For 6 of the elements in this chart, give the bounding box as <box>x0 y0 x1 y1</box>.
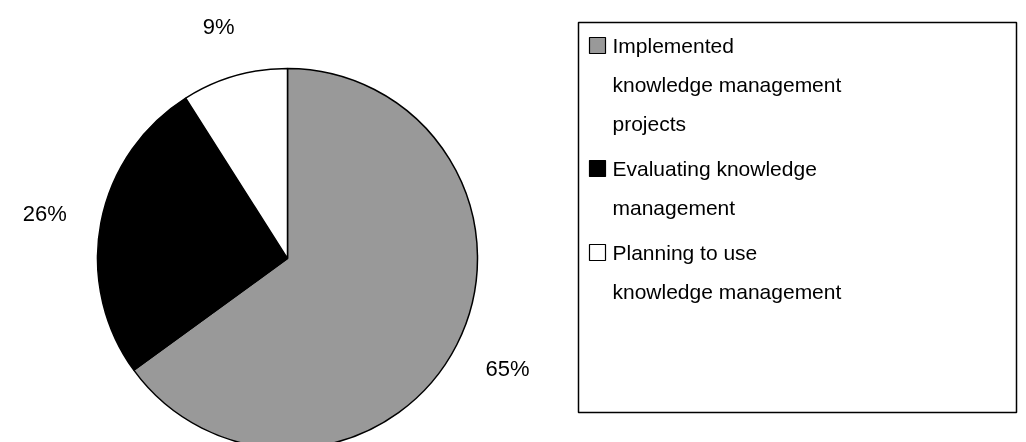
legend-label: Implemented knowledge management projects <box>612 34 842 135</box>
legend-label: Evaluating knowledge management <box>612 157 817 219</box>
legend-label: Planning to use knowledge management <box>612 241 842 303</box>
data-label: 26% <box>22 200 67 226</box>
data-label: 65% <box>485 355 530 381</box>
data-label: 9% <box>202 14 235 40</box>
